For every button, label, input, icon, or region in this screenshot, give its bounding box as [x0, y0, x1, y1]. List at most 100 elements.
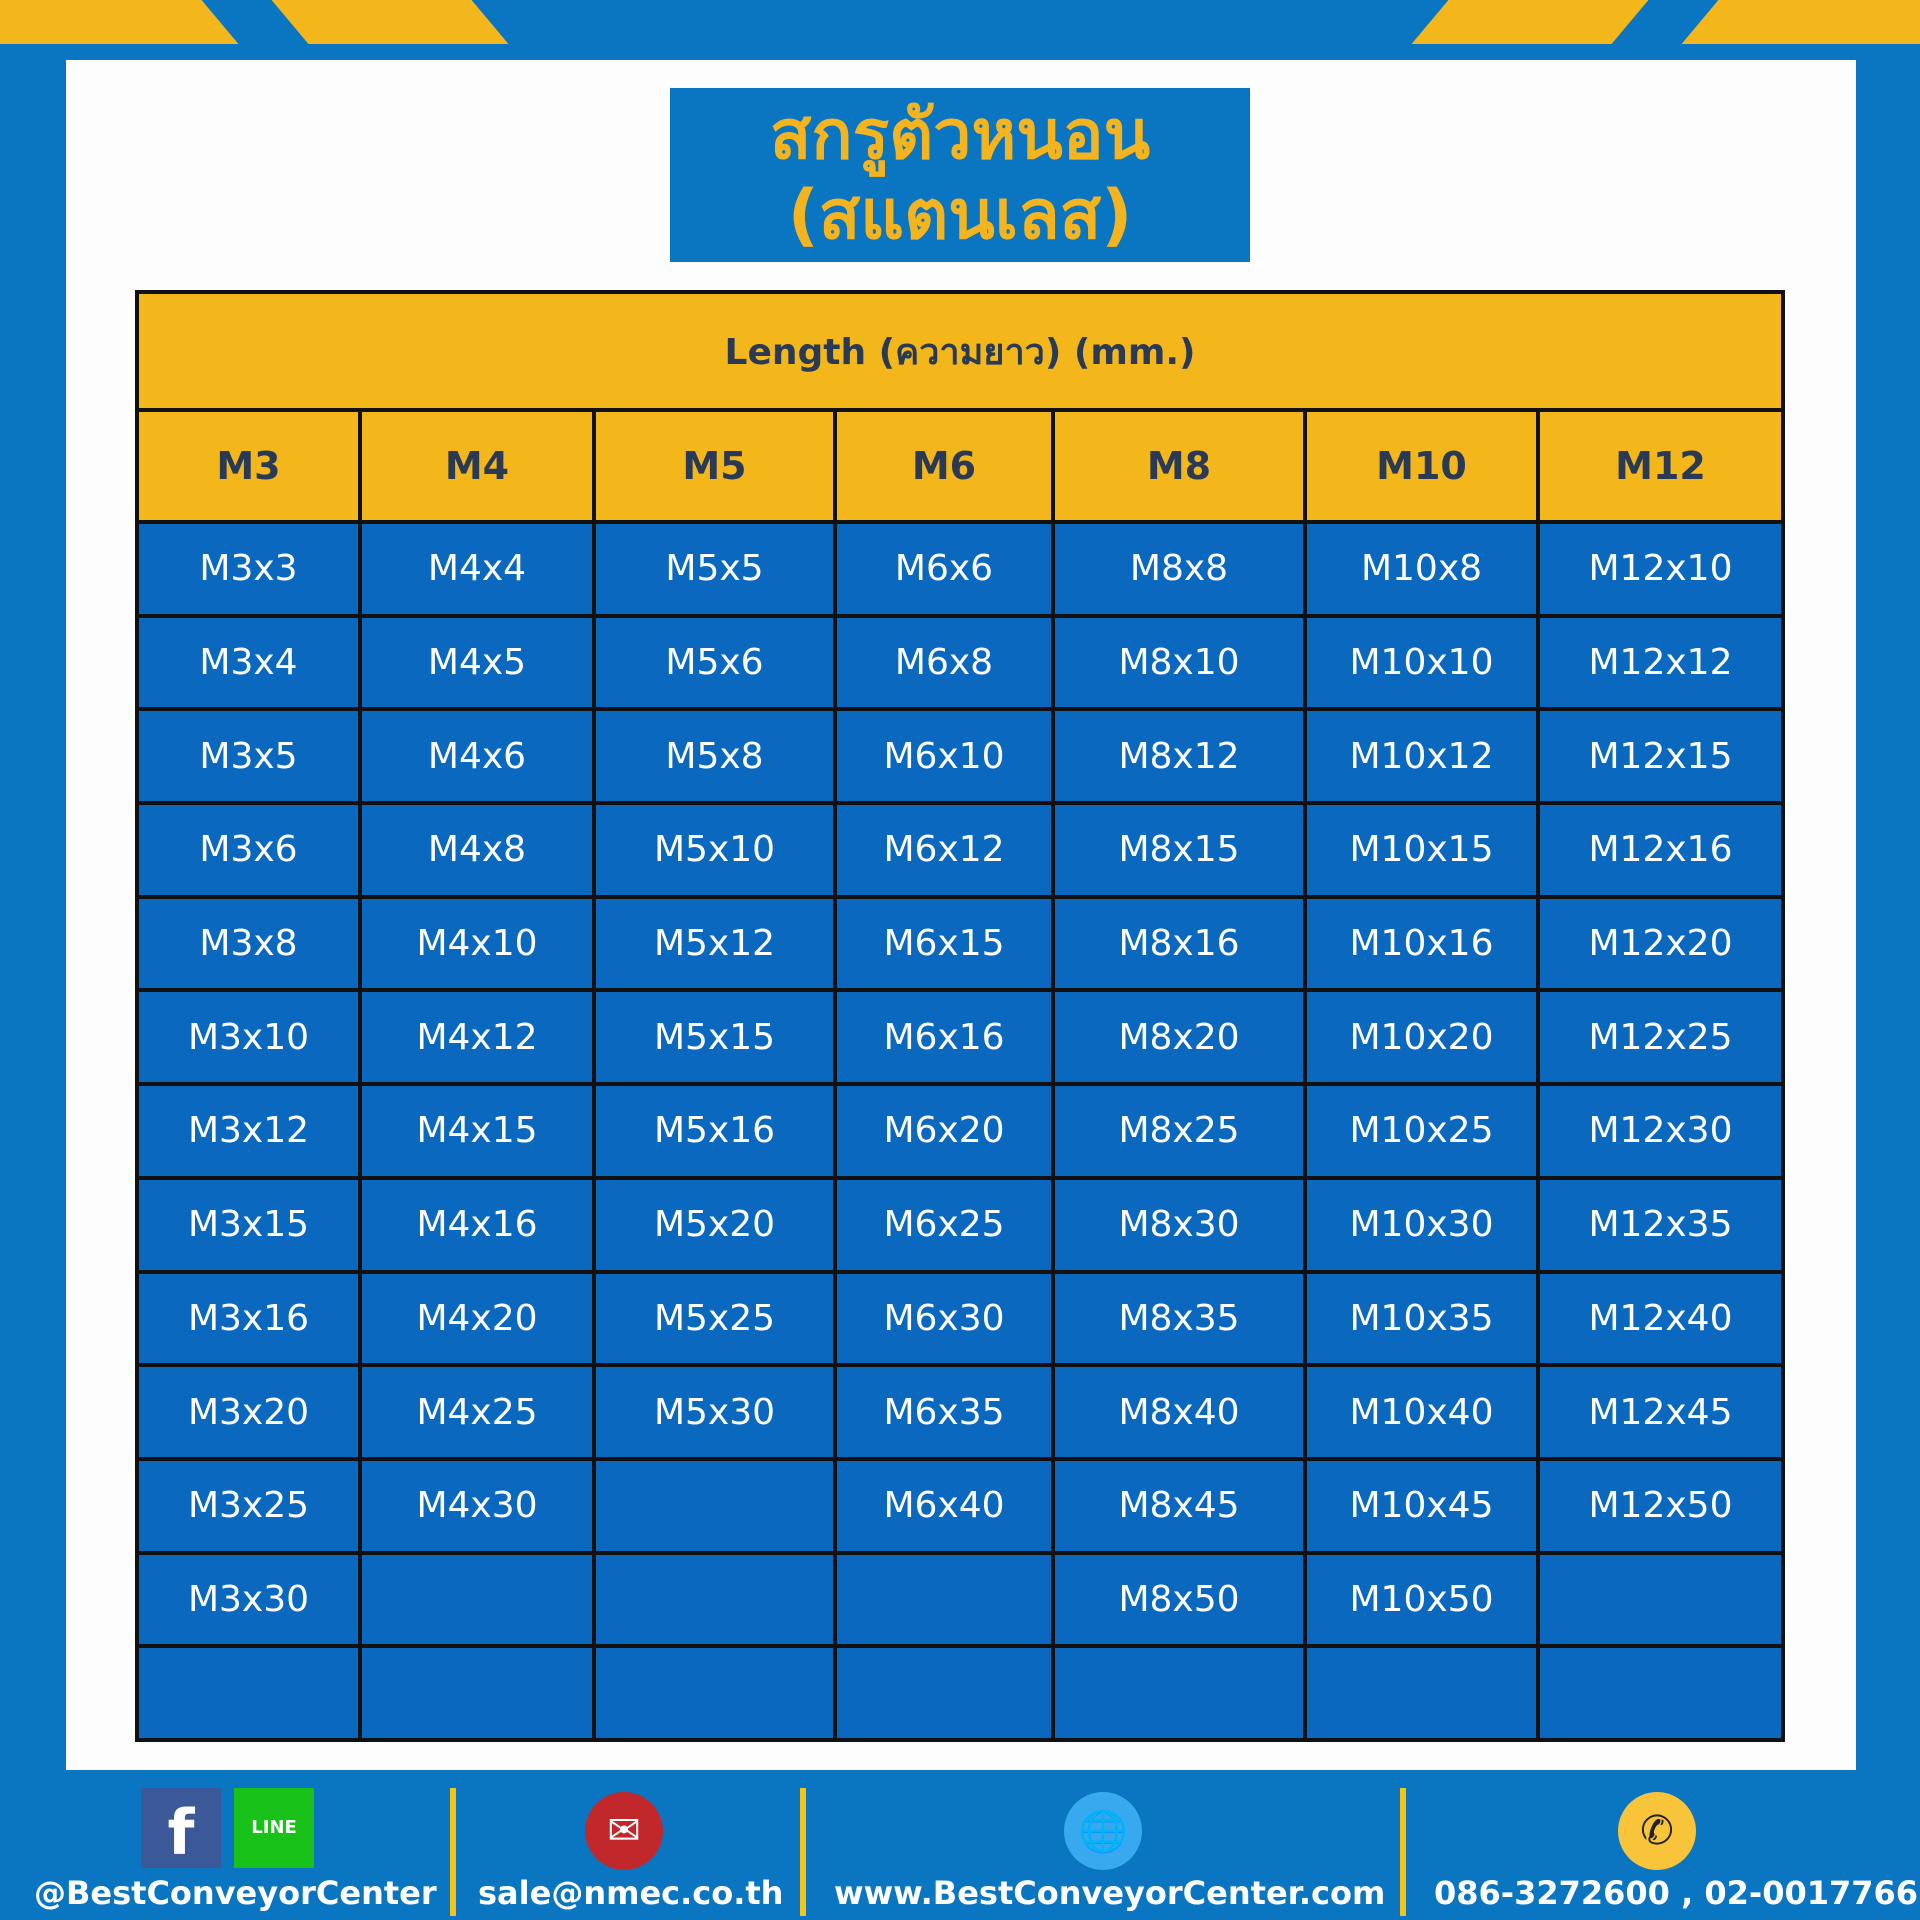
size-cell	[358, 1550, 596, 1649]
size-cell: M8x50	[1051, 1550, 1307, 1649]
size-cell: M10x25	[1303, 1082, 1540, 1180]
size-cell: M8x10	[1051, 613, 1307, 712]
facebook-icon[interactable]: f	[141, 1788, 221, 1869]
size-cell: M8x15	[1051, 801, 1307, 899]
table-row: M3x6 M4x8 M5x10 M6x12 M8x15 M10x15 M12x16	[135, 801, 1785, 899]
table-row: M3x5 M4x6 M5x8 M6x10 M8x12 M10x12 M12x15	[135, 707, 1785, 806]
size-table: Length (ความยาว) (mm.) M3 M4 M5 M6 M8 M10 M12 …	[135, 290, 1785, 1742]
size-cell: M6x25	[833, 1175, 1055, 1274]
size-cell: M5x8	[592, 707, 837, 806]
column-header: M4	[358, 408, 596, 524]
size-cell: M4x30	[358, 1456, 596, 1555]
title-line2: (สแตนเลส)	[787, 176, 1133, 255]
column-header: M8	[1051, 408, 1307, 524]
size-cell: M6x6	[833, 520, 1055, 618]
size-cell: M12x50	[1536, 1456, 1785, 1555]
size-cell: M3x30	[135, 1550, 362, 1649]
size-cell: M6x16	[833, 988, 1055, 1087]
size-cell	[833, 1550, 1055, 1649]
size-cell: M6x35	[833, 1363, 1055, 1461]
social-handle[interactable]: @BestConveyorCenter	[34, 1874, 437, 1912]
size-cell: M5x6	[592, 613, 837, 712]
size-cell	[135, 1644, 362, 1742]
table-row: M3x12 M4x15 M5x16 M6x20 M8x25 M10x25 M12x30	[135, 1082, 1785, 1180]
size-cell: M5x25	[592, 1269, 837, 1368]
size-cell: M8x20	[1051, 988, 1307, 1087]
size-cell	[1303, 1644, 1540, 1742]
size-cell: M12x40	[1536, 1269, 1785, 1368]
size-cell: M12x20	[1536, 894, 1785, 993]
divider	[450, 1788, 456, 1916]
size-cell: M5x5	[592, 520, 837, 618]
globe-icon: 🌐	[1064, 1792, 1142, 1870]
decor-stripe	[0, 0, 239, 44]
email-icon: ✉	[585, 1792, 663, 1870]
size-cell: M4x10	[358, 894, 596, 993]
size-cell: M10x10	[1303, 613, 1540, 712]
table-row: M3x25 M4x30 M6x40 M8x45 M10x45 M12x50	[135, 1456, 1785, 1555]
size-cell: M12x15	[1536, 707, 1785, 806]
size-cell	[358, 1644, 596, 1742]
size-cell: M6x40	[833, 1456, 1055, 1555]
size-cell: M3x15	[135, 1175, 362, 1274]
title-line1: สกรูตัวหนอน	[769, 96, 1151, 175]
table-row: M3x3 M4x4 M5x5 M6x6 M8x8 M10x8 M12x10	[135, 520, 1785, 618]
decor-stripe	[271, 0, 509, 44]
size-cell: M12x35	[1536, 1175, 1785, 1274]
size-cell: M8x25	[1051, 1082, 1307, 1180]
size-cell: M10x20	[1303, 988, 1540, 1087]
size-cell: M6x10	[833, 707, 1055, 806]
size-cell: M8x40	[1051, 1363, 1307, 1461]
size-cell	[592, 1644, 837, 1742]
column-header: M10	[1303, 408, 1540, 524]
size-cell: M8x12	[1051, 707, 1307, 806]
table-row: M3x30 M8x50 M10x50	[135, 1550, 1785, 1649]
table-row: M3x16 M4x20 M5x25 M6x30 M8x35 M10x35 M12x40	[135, 1269, 1785, 1368]
divider	[800, 1788, 806, 1916]
size-cell: M4x5	[358, 613, 596, 712]
size-cell: M12x30	[1536, 1082, 1785, 1180]
website-link[interactable]: www.BestConveyorCenter.com	[834, 1874, 1386, 1912]
size-cell: M6x20	[833, 1082, 1055, 1180]
size-cell: M12x25	[1536, 988, 1785, 1087]
size-cell: M4x15	[358, 1082, 596, 1180]
size-cell: M5x15	[592, 988, 837, 1087]
size-cell: M6x12	[833, 801, 1055, 899]
size-cell	[1536, 1644, 1785, 1742]
size-cell: M3x6	[135, 801, 362, 899]
size-cell: M8x8	[1051, 520, 1307, 618]
page-title: สกรูตัวหนอน (สแตนเลส)	[670, 88, 1250, 262]
decor-stripe	[1411, 0, 1649, 44]
email-link[interactable]: sale@nmec.co.th	[478, 1874, 784, 1912]
size-cell: M4x16	[358, 1175, 596, 1274]
size-cell	[833, 1644, 1055, 1742]
size-cell: M4x20	[358, 1269, 596, 1368]
size-cell: M3x12	[135, 1082, 362, 1180]
size-cell: M10x45	[1303, 1456, 1540, 1555]
size-cell: M10x50	[1303, 1550, 1540, 1649]
size-cell: M8x45	[1051, 1456, 1307, 1555]
size-cell: M3x20	[135, 1363, 362, 1461]
table-row: M3x10 M4x12 M5x15 M6x16 M8x20 M10x20 M12x25	[135, 988, 1785, 1087]
column-header: M3	[135, 408, 362, 524]
size-cell: M10x16	[1303, 894, 1540, 993]
size-cell: M8x30	[1051, 1175, 1307, 1274]
size-cell	[592, 1550, 837, 1649]
size-cell: M3x5	[135, 707, 362, 806]
size-cell: M6x30	[833, 1269, 1055, 1368]
table-row: M3x15 M4x16 M5x20 M6x25 M8x30 M10x30 M12x35	[135, 1175, 1785, 1274]
size-cell: M12x12	[1536, 613, 1785, 712]
phone-numbers[interactable]: 086-3272600 , 02-0017766	[1434, 1874, 1919, 1912]
line-icon[interactable]: LINE	[234, 1788, 314, 1868]
size-cell	[592, 1456, 837, 1555]
size-cell: M3x25	[135, 1456, 362, 1555]
size-cell: M5x30	[592, 1363, 837, 1461]
size-cell: M8x16	[1051, 894, 1307, 993]
length-header: Length (ความยาว) (mm.)	[135, 290, 1785, 412]
footer: f LINE @BestConveyorCenter ✉ sale@nmec.c…	[0, 1770, 1920, 1920]
size-cell: M12x45	[1536, 1363, 1785, 1461]
size-cell: M4x12	[358, 988, 596, 1087]
size-cell: M6x8	[833, 613, 1055, 712]
size-cell: M12x16	[1536, 801, 1785, 899]
size-cell: M4x6	[358, 707, 596, 806]
